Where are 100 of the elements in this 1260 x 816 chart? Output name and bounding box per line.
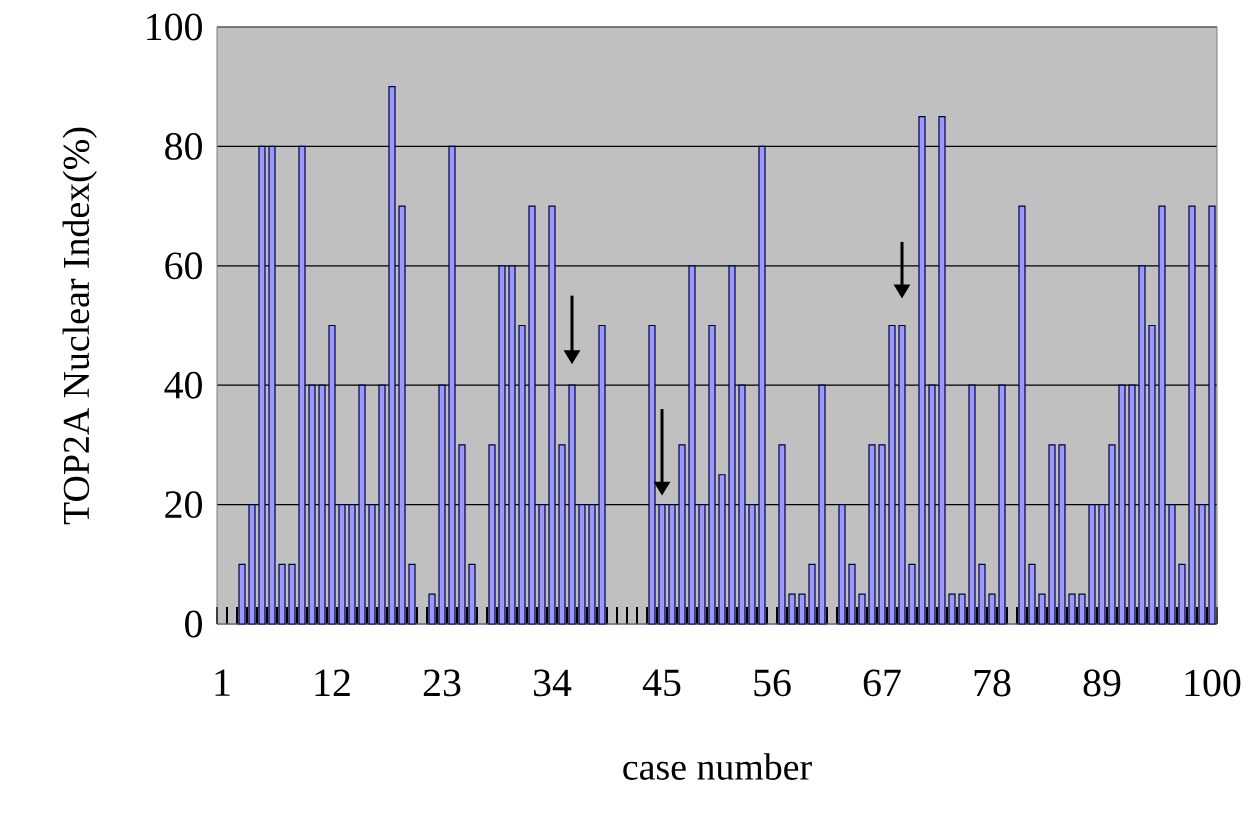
bar: [648, 324, 656, 625]
bar: [1088, 503, 1096, 625]
bar: [1168, 503, 1176, 625]
bar: [698, 503, 706, 625]
bar: [318, 384, 326, 625]
bar: [488, 444, 496, 625]
bar: [328, 324, 336, 625]
y-tick-label: 100: [147, 13, 202, 41]
bar: [498, 265, 506, 625]
y-tick-label: 60: [165, 252, 202, 280]
bar: [838, 503, 846, 625]
bar: [248, 503, 256, 625]
bar: [1048, 444, 1056, 625]
bar: [1158, 205, 1166, 625]
bar: [1058, 444, 1066, 625]
bar: [788, 593, 796, 625]
bar: [1138, 265, 1146, 625]
bar: [718, 474, 726, 625]
bar: [378, 384, 386, 625]
bar: [528, 205, 536, 625]
bar: [888, 324, 896, 625]
bar: [578, 503, 586, 625]
bar: [458, 444, 466, 625]
bar: [1208, 205, 1216, 625]
x-tick-label: 23: [423, 669, 461, 697]
bar: [708, 324, 716, 625]
bar: [918, 115, 926, 625]
bar: [1098, 503, 1106, 625]
bar: [998, 384, 1006, 625]
x-tick-label: 56: [754, 669, 791, 697]
bar: [288, 563, 296, 625]
y-tick-label: 80: [165, 132, 202, 160]
bar: [958, 593, 966, 625]
bar: [338, 503, 346, 625]
x-tick-label: 45: [642, 669, 681, 697]
bar: [588, 503, 596, 625]
bar: [268, 145, 276, 625]
bar: [738, 384, 746, 625]
bar: [988, 593, 996, 625]
bar: [798, 593, 806, 625]
bar: [568, 384, 576, 625]
bar: [508, 265, 516, 625]
bar: [538, 503, 546, 625]
y-tick-label: 0: [185, 610, 202, 638]
bar: [468, 563, 476, 625]
bar: [518, 324, 526, 625]
bar: [258, 145, 266, 625]
bar: [978, 563, 986, 625]
bar: [818, 384, 826, 625]
bar: [448, 145, 456, 625]
bar: [428, 593, 436, 625]
bar: [558, 444, 566, 625]
bar: [688, 265, 696, 625]
bar: [388, 86, 396, 625]
x-tick-label: 34: [533, 669, 572, 697]
bar: [878, 444, 886, 625]
bar: [368, 503, 376, 625]
bar: [408, 563, 416, 625]
bar: [868, 444, 876, 625]
bar: [678, 444, 686, 625]
y-tick-label: 20: [165, 491, 202, 519]
bar: [1028, 563, 1036, 625]
y-tick-label: 40: [164, 371, 202, 399]
bar: [908, 563, 916, 625]
bar: [808, 563, 816, 625]
bar: [658, 503, 666, 625]
bar: [358, 384, 366, 625]
bar: [858, 593, 866, 625]
bar: [1108, 444, 1116, 625]
bar: [928, 384, 936, 625]
bar: [1198, 503, 1206, 625]
bar: [278, 563, 286, 625]
x-tick-label: 12: [315, 669, 350, 696]
bar: [938, 115, 946, 625]
bar: [308, 384, 316, 625]
bar: [1128, 384, 1136, 625]
bar: [1178, 563, 1186, 625]
bar: [1018, 205, 1026, 625]
x-tick-label: 78: [974, 669, 1011, 697]
bar: [298, 145, 306, 625]
bar: [1038, 593, 1046, 625]
x-tick-label: 89: [1083, 669, 1121, 697]
y-axis-title: TOP2A Nuclear Index(%): [62, 127, 97, 525]
x-tick-label: 67: [863, 669, 901, 697]
bar: [1118, 384, 1126, 625]
bar: [1068, 593, 1076, 625]
bar: [1078, 593, 1086, 625]
bar: [848, 563, 856, 625]
bar: [398, 205, 406, 625]
bar: [728, 265, 736, 625]
bar: [1148, 324, 1156, 625]
bar: [748, 503, 756, 625]
bar: [548, 205, 556, 625]
bar: [948, 593, 956, 625]
x-axis-title: case number: [623, 753, 812, 780]
bar: [348, 503, 356, 625]
x-tick-label: 100: [1185, 669, 1241, 697]
x-tick-label: 1: [215, 669, 230, 696]
bar: [238, 563, 246, 625]
bar: [968, 384, 976, 625]
